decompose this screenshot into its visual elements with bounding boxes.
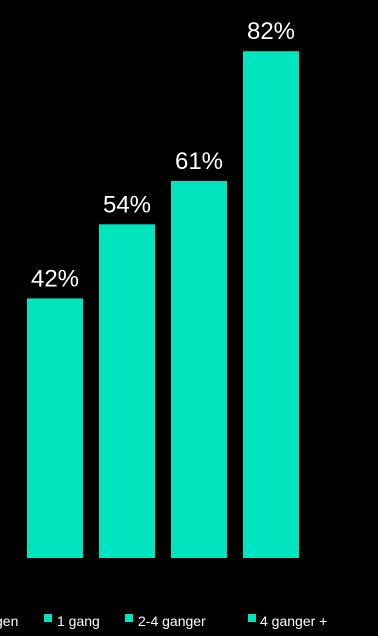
- legend-label-ingen: gen: [0, 613, 18, 629]
- value-label-ingen: 42%: [31, 265, 79, 292]
- value-label-2-4-ganger: 61%: [175, 148, 223, 175]
- bar-2-4-ganger: [171, 181, 227, 558]
- bar-1-gang: [99, 224, 155, 559]
- value-label-1-gang: 54%: [103, 191, 151, 218]
- legend-swatch-1-gang: [44, 614, 52, 622]
- bars-layer: [27, 51, 299, 559]
- value-label-4-ganger: 82%: [247, 18, 295, 45]
- bar-ingen: [27, 298, 83, 558]
- legend: gen 1 gang 2-4 ganger 4 ganger +: [0, 613, 327, 629]
- legend-label-2-4-ganger: 2-4 ganger: [138, 613, 206, 629]
- legend-label-4-ganger-plus: 4 ganger +: [260, 613, 327, 629]
- value-labels-layer: 42% 54% 61% 82%: [31, 18, 295, 292]
- legend-swatch-4-ganger-plus: [248, 614, 256, 622]
- bar-4-ganger: [243, 51, 299, 558]
- legend-swatch-2-4-ganger: [125, 614, 133, 622]
- legend-label-1-gang: 1 gang: [57, 613, 100, 629]
